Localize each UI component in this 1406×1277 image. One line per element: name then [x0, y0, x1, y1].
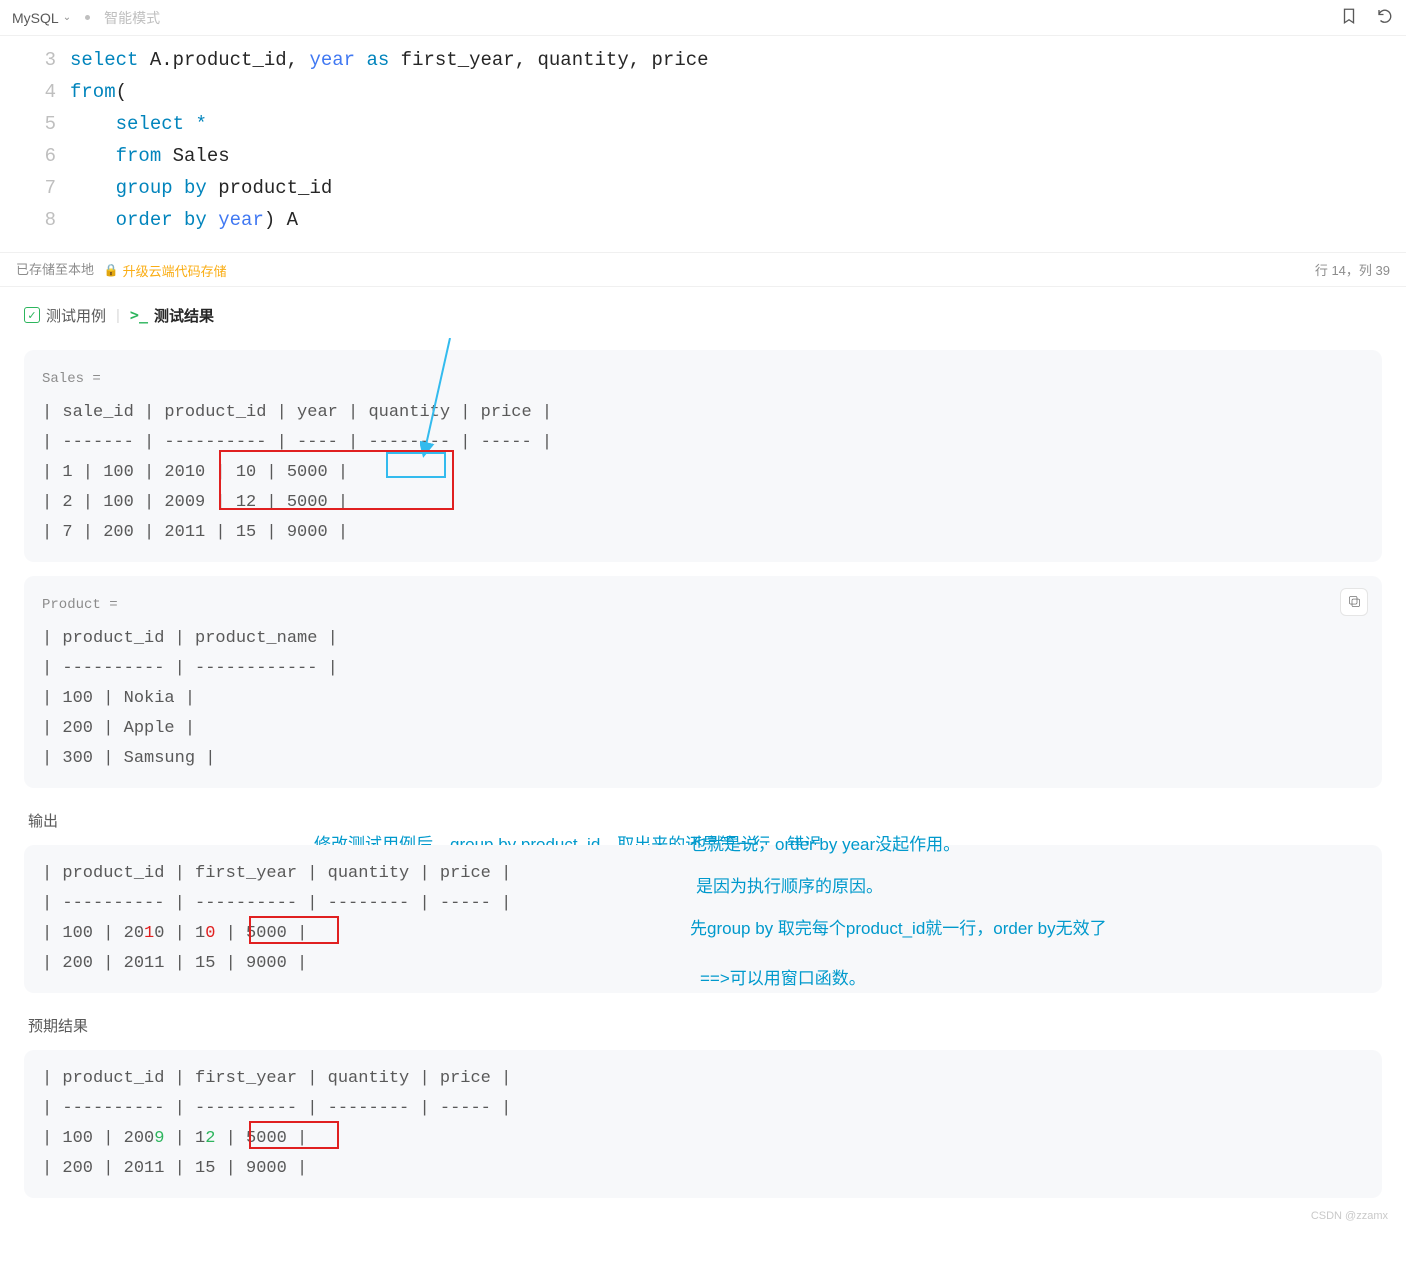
- product-row: | 300 | Samsung |: [42, 744, 1364, 774]
- product-table-block: Product = | product_id | product_name | …: [24, 576, 1382, 788]
- annotation-side-4: ==>可以用窗口函数。: [700, 964, 866, 989]
- output-title: 输出: [28, 810, 1382, 831]
- undo-icon[interactable]: [1376, 7, 1394, 28]
- copy-button[interactable]: [1340, 588, 1368, 616]
- tab-result-label: 测试结果: [154, 305, 214, 326]
- language-select[interactable]: MySQL ⌄: [12, 10, 71, 26]
- product-row: | 200 | Apple |: [42, 714, 1364, 744]
- sales-row: | 7 | 200 | 2011 | 15 | 9000 |: [42, 518, 1364, 548]
- annotation-side-3: 先group by 取完每个product_id就一行，order by无效了: [690, 914, 1107, 939]
- sales-divider: | ------- | ---------- | ---- | --------…: [42, 428, 1364, 458]
- watermark: CSDN @zzamx: [1311, 1210, 1388, 1222]
- product-label: Product =: [42, 590, 1364, 620]
- lock-icon: 🔒: [104, 263, 119, 277]
- tab-separator: |: [116, 307, 120, 324]
- sales-label: Sales =: [42, 364, 1364, 394]
- expected-title: 预期结果: [28, 1015, 1382, 1036]
- bookmark-icon[interactable]: [1340, 7, 1358, 28]
- results-panel: 修改测试用例：把第一行的year由2008改为2010 Sales = | sa…: [0, 350, 1406, 1228]
- expected-table-block: | product_id | first_year | quantity | p…: [24, 1050, 1382, 1198]
- tab-testcase-label: 测试用例: [46, 305, 106, 326]
- editor-statusbar: 已存储至本地 🔒 升级云端代码存储 行 14，列 39: [0, 252, 1406, 287]
- product-header: | product_id | product_name |: [42, 624, 1364, 654]
- check-icon: ✓: [24, 307, 40, 323]
- upgrade-link[interactable]: 🔒 升级云端代码存储: [104, 261, 227, 280]
- smart-mode-label[interactable]: 智能模式: [104, 8, 160, 28]
- sales-row: | 1 | 100 | 2010 | 10 | 5000 |: [42, 458, 1364, 488]
- expected-row: | 200 | 2011 | 15 | 9000 |: [42, 1154, 1364, 1184]
- code-editor[interactable]: 345678 select A.product_id, year as firs…: [0, 36, 1406, 252]
- prompt-icon: >_: [130, 306, 148, 324]
- product-divider: | ---------- | ------------ |: [42, 654, 1364, 684]
- sales-table-block: Sales = | sale_id | product_id | year | …: [24, 350, 1382, 562]
- tab-result[interactable]: >_ 测试结果: [130, 305, 214, 326]
- expected-header: | product_id | first_year | quantity | p…: [42, 1064, 1364, 1094]
- line-gutter: 345678: [0, 44, 70, 236]
- chevron-down-icon: ⌄: [63, 12, 71, 23]
- status-dot-icon: [85, 15, 90, 20]
- product-row: | 100 | Nokia |: [42, 684, 1364, 714]
- annotation-side-1: 也就是说，order by year没起作用。: [690, 830, 960, 855]
- tab-testcase[interactable]: ✓ 测试用例: [24, 305, 106, 326]
- result-tabs: ✓ 测试用例 | >_ 测试结果: [0, 287, 1406, 336]
- cursor-position: 行 14，列 39: [1315, 260, 1390, 279]
- language-label: MySQL: [12, 10, 59, 26]
- saved-status: 已存储至本地: [16, 262, 94, 277]
- code-content[interactable]: select A.product_id, year as first_year,…: [70, 44, 1406, 236]
- expected-divider: | ---------- | ---------- | -------- | -…: [42, 1094, 1364, 1124]
- annotation-side-2: 是因为执行顺序的原因。: [696, 872, 883, 897]
- sales-row: | 2 | 100 | 2009 | 12 | 5000 |: [42, 488, 1364, 518]
- sales-header: | sale_id | product_id | year | quantity…: [42, 398, 1364, 428]
- upgrade-label: 升级云端代码存储: [123, 261, 227, 280]
- expected-row: | 100 | 2009 | 12 | 5000 |: [42, 1124, 1364, 1154]
- editor-toolbar: MySQL ⌄ 智能模式: [0, 0, 1406, 36]
